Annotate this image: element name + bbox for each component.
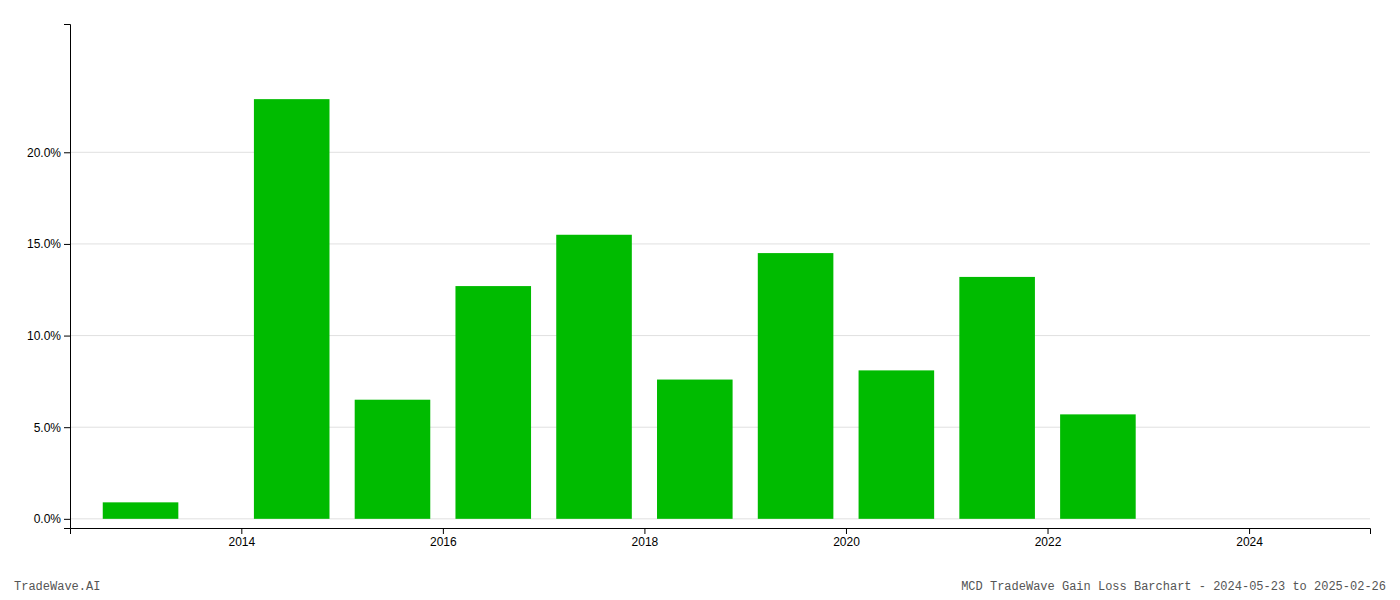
y-tick-label: 10.0% xyxy=(27,329,61,343)
x-tick-mark xyxy=(443,528,444,534)
bar xyxy=(1060,414,1136,518)
x-tick-label: 2022 xyxy=(1035,535,1062,549)
y-tick-mark xyxy=(64,152,70,153)
y-tick: 20.0% xyxy=(27,146,70,160)
bar xyxy=(254,99,330,519)
x-tick-label: 2020 xyxy=(833,535,860,549)
footer-left: TradeWave.AI xyxy=(14,580,100,594)
bar xyxy=(455,286,531,519)
x-tick: 2020 xyxy=(833,528,860,549)
y-axis: 0.0% 5.0% 10.0% 15.0% 20.0% xyxy=(27,25,71,529)
x-axis: 2014 2016 2018 2020 2022 2024 xyxy=(71,528,1371,549)
x-tick: 2016 xyxy=(430,528,457,549)
bar xyxy=(758,253,834,519)
x-tick-mark xyxy=(644,528,645,534)
bar xyxy=(103,502,179,518)
chart: 2014 2016 2018 2020 2022 2024 0.0% 5.0% 10.0% 15.… xyxy=(0,0,1400,600)
bar xyxy=(959,277,1035,519)
plot: 2014 2016 2018 2020 2022 2024 0.0% 5.0% 10.0% 15.… xyxy=(27,25,1371,549)
bar xyxy=(859,370,935,518)
x-tick-label: 2016 xyxy=(430,535,457,549)
x-tick-mark xyxy=(846,528,847,534)
x-tick: 2018 xyxy=(632,528,659,549)
y-tick: 15.0% xyxy=(27,237,70,251)
x-tick-mark xyxy=(1249,528,1250,534)
y-tick-label: 20.0% xyxy=(27,146,61,160)
x-tick-label: 2018 xyxy=(632,535,659,549)
bar xyxy=(657,380,733,519)
bar xyxy=(355,400,431,519)
y-tick-mark xyxy=(64,336,70,337)
x-tick-mark xyxy=(241,528,242,534)
x-tick-mark xyxy=(1048,528,1049,534)
y-tick: 0.0% xyxy=(34,512,70,526)
y-tick-mark xyxy=(64,519,70,520)
x-tick-label: 2024 xyxy=(1236,535,1263,549)
x-axis-line xyxy=(71,529,1371,535)
bars xyxy=(103,99,1136,519)
y-tick-mark xyxy=(64,427,70,428)
footer-right: MCD TradeWave Gain Loss Barchart - 2024-… xyxy=(961,580,1386,594)
y-tick: 10.0% xyxy=(27,329,70,343)
x-tick-label: 2014 xyxy=(228,535,255,549)
x-tick: 2014 xyxy=(228,528,255,549)
y-tick-mark xyxy=(64,244,70,245)
y-tick-label: 15.0% xyxy=(27,237,61,251)
y-axis-line xyxy=(64,25,71,529)
x-tick: 2024 xyxy=(1236,528,1263,549)
bar xyxy=(556,235,632,519)
x-tick: 2022 xyxy=(1035,528,1062,549)
y-tick: 5.0% xyxy=(34,421,70,435)
y-tick-label: 0.0% xyxy=(34,512,62,526)
y-tick-label: 5.0% xyxy=(34,421,62,435)
